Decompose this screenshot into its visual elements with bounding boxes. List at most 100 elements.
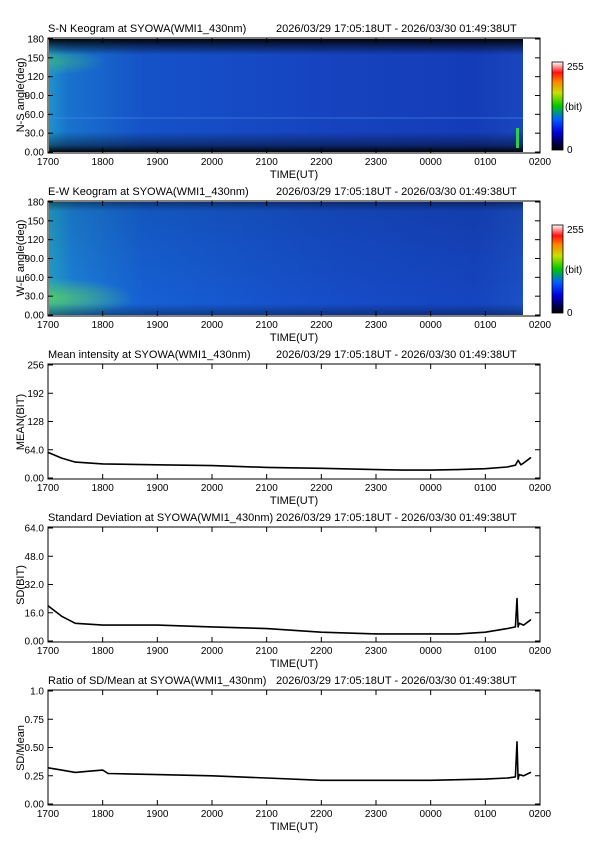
ratio-xtick-label: 1800	[92, 809, 115, 820]
mean-xtick-label: 1700	[37, 483, 60, 494]
ratio-data-point	[47, 767, 49, 769]
mean-ytick-label: 0.00	[25, 474, 45, 485]
mean-xlabel: TIME(UT)	[270, 495, 318, 507]
ew-keogram-panel: E-W Keogram at SYOWA(WMI1_430nm) 2026/03…	[15, 186, 584, 344]
mean-data-point	[457, 469, 459, 471]
mean-data-point	[320, 467, 322, 469]
sd-ytick-label: 64.0	[25, 524, 45, 535]
mean-data-point	[156, 464, 158, 466]
std-dev-panel: Standard Deviation at SYOWA(WMI1_430nm) …	[15, 512, 552, 670]
mean-xtick-label: 2300	[365, 483, 388, 494]
ew-x-axis: 1700 1800 1900 2000 2100 2200 2300 0000 0100 0200	[37, 201, 552, 331]
sn-xtick-label: 0100	[474, 157, 497, 168]
sn-xtick-label: 1900	[146, 157, 169, 168]
ratio-plot-frame	[47, 689, 541, 806]
ratio-data-point	[320, 779, 322, 781]
sn-keogram-title: S-N Keogram at SYOWA(WMI1_430nm)	[48, 23, 246, 35]
sn-heatmap-edge-shade	[49, 39, 523, 152]
sn-xtick-label: 1800	[92, 157, 115, 168]
ratio-xtick-label: 2300	[365, 809, 388, 820]
sn-xtick-label: 0200	[529, 157, 552, 168]
ew-xtick-label: 2100	[256, 320, 279, 331]
sd-data-point	[211, 626, 213, 628]
ratio-ytick-label: 0.50	[25, 743, 45, 754]
sn-xtick-label: 1700	[37, 157, 60, 168]
ratio-data-point	[506, 777, 508, 779]
ratio-data-point	[266, 777, 268, 779]
ratio-data-point	[107, 772, 109, 775]
ew-ytick-label: 180	[27, 198, 44, 209]
sn-keogram-panel: S-N Keogram at SYOWA(WMI1_430nm) 2026/03…	[15, 23, 584, 181]
sn-ytick-label: 90.0	[25, 91, 45, 102]
ew-time-range: 2026/03/29 17:05:18UT - 2026/03/30 01:49…	[276, 186, 517, 198]
mean-time-range: 2026/03/29 17:05:18UT - 2026/03/30 01:49…	[276, 349, 517, 361]
sn-time-range: 2026/03/29 17:05:18UT - 2026/03/30 01:49…	[276, 23, 517, 35]
mean-data-point	[430, 469, 432, 471]
sd-data-point	[518, 622, 520, 624]
sn-colorbar-unit: (bit)	[565, 102, 582, 113]
ew-ytick-label: 0.00	[25, 311, 45, 322]
ew-xtick-label: 2300	[365, 320, 388, 331]
sd-data-point	[74, 622, 76, 624]
mean-ytick-label: 64.0	[25, 445, 45, 456]
mean-xtick-label: 2100	[256, 483, 279, 494]
sd-data-point	[516, 598, 518, 600]
mean-xtick-label: 2200	[310, 483, 333, 494]
ratio-data-point	[514, 776, 517, 778]
ew-ytick-label: 120	[27, 235, 44, 246]
ew-xtick-label: 1700	[37, 320, 60, 331]
ratio-xtick-label: 2000	[201, 809, 224, 820]
ew-y-axis: 0.00 30.0 60.0 90.0 120 150 180	[25, 198, 540, 322]
sd-ytick-label: 48.0	[25, 552, 45, 563]
sd-data-point	[375, 633, 377, 635]
ew-ylabel: W-E angle(deg)	[15, 220, 27, 297]
ratio-data-point	[484, 778, 486, 780]
ratio-xtick-label: 1700	[37, 809, 60, 820]
ratio-xtick-label: 2100	[256, 809, 279, 820]
ew-xtick-label: 2000	[201, 320, 224, 331]
ratio-time-range: 2026/03/29 17:05:18UT - 2026/03/30 01:49…	[276, 675, 517, 687]
sd-xtick-label: 2300	[365, 646, 388, 657]
ratio-data-point	[156, 774, 158, 776]
mean-data-point	[402, 469, 404, 471]
ew-colorbar-min: 0	[567, 308, 573, 319]
sd-data-point	[430, 633, 432, 635]
ew-heatmap	[49, 202, 523, 315]
sd-ylabel: SD(BIT)	[15, 565, 27, 605]
mean-xtick-label: 1900	[146, 483, 169, 494]
sd-data-point	[47, 605, 49, 607]
mean-ytick-label: 192	[27, 389, 44, 400]
mean-title: Mean intensity at SYOWA(WMI1_430nm)	[48, 349, 251, 361]
mean-data-point	[484, 468, 486, 470]
ew-colorbar-unit: (bit)	[565, 265, 582, 276]
ew-ytick-label: 150	[27, 216, 44, 227]
mean-xtick-label: 2000	[201, 483, 224, 494]
sd-xtick-label: 2100	[256, 646, 279, 657]
sn-ylabel: N-S angle(deg)	[15, 58, 27, 133]
sn-ytick-label: 0.00	[25, 148, 45, 159]
sn-colorbar-max: 255	[567, 62, 584, 73]
mean-data-point	[523, 462, 525, 464]
sd-xtick-label: 1700	[37, 646, 60, 657]
ew-keogram-title: E-W Keogram at SYOWA(WMI1_430nm)	[48, 186, 249, 198]
mean-data-point	[102, 463, 104, 465]
sn-xtick-label: 2300	[365, 157, 388, 168]
ratio-data-point	[211, 775, 213, 777]
mean-data-point	[530, 457, 532, 459]
mean-xtick-label: 0000	[420, 483, 443, 494]
ratio-xtick-label: 2200	[310, 809, 333, 820]
sn-xtick-label: 2100	[256, 157, 279, 168]
mean-plot-frame	[47, 363, 541, 480]
sd-data-point	[266, 628, 268, 630]
ratio-data-point	[88, 770, 90, 772]
sd-data-point	[506, 628, 508, 630]
sn-y-axis: 0.00 30.0 60.0 90.0 120 150 180	[25, 35, 540, 159]
sn-colorbar-scale	[551, 61, 564, 151]
sn-ytick-label: 180	[27, 35, 44, 46]
ratio-data-point	[375, 779, 377, 781]
mean-data-point	[517, 459, 519, 461]
sd-xlabel: TIME(UT)	[270, 658, 318, 670]
sd-plot-frame	[47, 526, 541, 643]
sd-ytick-label: 16.0	[25, 608, 45, 619]
ratio-data-point	[523, 775, 525, 777]
